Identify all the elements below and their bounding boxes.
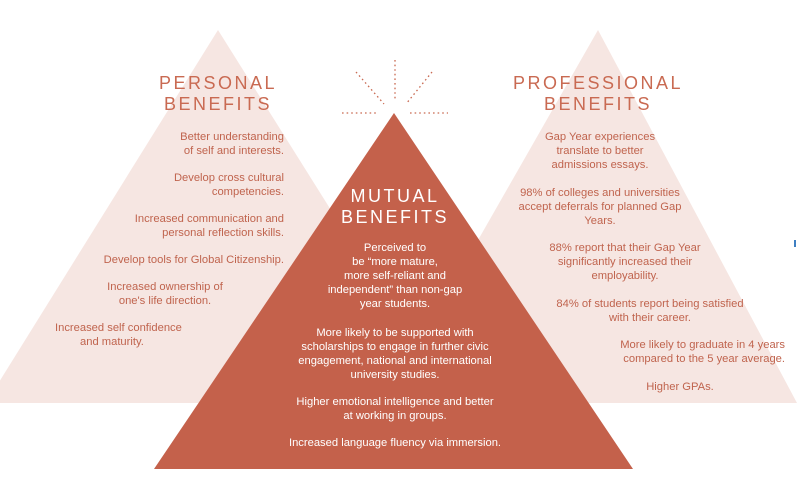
personal-benefit-item: Increased communication and personal ref… [134,213,284,239]
personal-benefit-item: Develop cross cultural competencies. [173,172,284,198]
edge-mark [794,240,796,247]
mutual-benefit-item: Increased language fluency via immersion… [288,437,502,449]
professional-benefit-item: 88% report that their Gap Year significa… [549,242,701,282]
personal-benefit-item: Better understanding of self and interes… [180,131,284,157]
personal-benefits-title: PERSONAL BENEFITS [158,73,278,114]
mutual-benefits-title: MUTUAL BENEFITS [340,186,449,227]
mutual-benefit-item: Higher emotional intelligence and better… [296,396,494,422]
professional-benefit-item: 84% of students report being satisfied w… [556,298,744,324]
professional-benefit-item: 98% of colleges and universities accept … [518,187,682,227]
personal-benefit-item: Increased self confidence and maturity. [55,322,182,348]
personal-benefit-item: Increased ownership of one's life direct… [107,281,223,307]
personal-benefit-item: Develop tools for Global Citizenship. [103,254,284,266]
mutual-benefit-item: More likely to be supported with scholar… [298,327,492,381]
professional-benefits-title: PROFESSIONAL BENEFITS [512,73,684,114]
spark-lines-icon [342,60,448,114]
mutual-benefits-triangle [154,113,633,469]
mutual-benefit-item: Perceived to be “more mature, more self-… [327,242,463,310]
professional-benefit-item: Higher GPAs. [646,381,714,393]
professional-benefit-item: More likely to graduate in 4 years compa… [620,339,785,365]
professional-benefit-item: Gap Year experiences translate to better… [544,131,656,171]
